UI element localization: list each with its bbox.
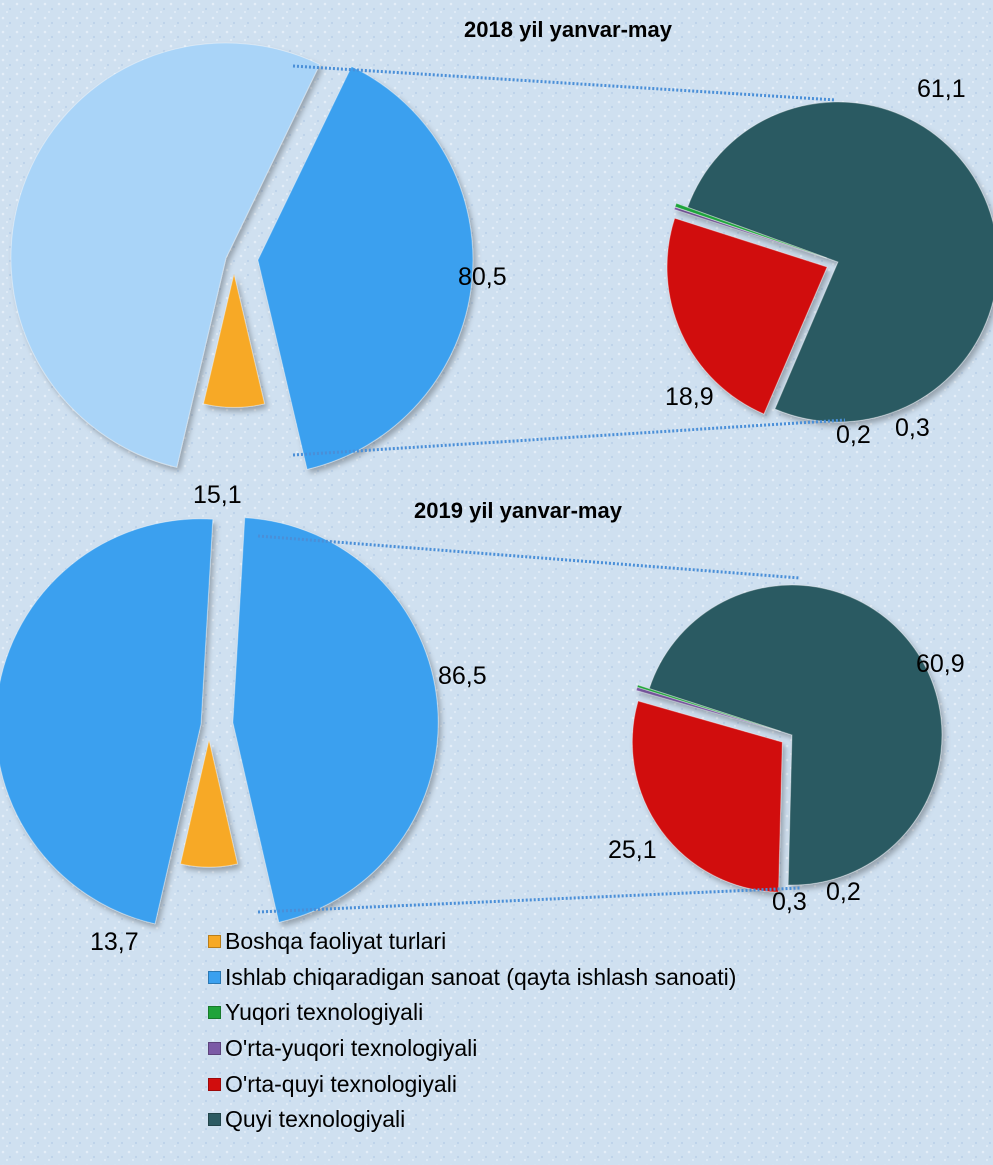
legend-label: Ishlab chiqaradigan sanoat (qayta ishlas… xyxy=(225,963,737,990)
legend-item-orta-quyi: O'rta-quyi texnologiyali xyxy=(208,1066,736,1102)
data-label-2019-ishlab: 86,5 xyxy=(438,662,487,690)
pie-slice-2018-ishlab xyxy=(257,65,474,470)
pie-slice-2018-orta-quyi xyxy=(666,217,828,415)
connector-line-2018-bottom xyxy=(292,418,846,457)
pie-slice-2018-boshqa xyxy=(202,273,266,408)
pie-slice-2018-quyi xyxy=(686,101,993,423)
legend-label: Quyi texnologiyali xyxy=(225,1106,406,1133)
legend-swatch xyxy=(208,1042,221,1056)
connector-line-2019-top xyxy=(257,534,801,580)
legend-label: Yuqori texnologiyali xyxy=(225,999,424,1026)
connector-line-2019-bottom xyxy=(257,886,801,914)
legend-swatch xyxy=(208,1113,221,1127)
legend-item-boshqa: Boshqa faoliyat turlari xyxy=(208,924,736,960)
data-label-2018-yuqori: 0,3 xyxy=(895,414,930,442)
legend-swatch xyxy=(208,1077,221,1091)
legend-label: O'rta-yuqori texnologiyali xyxy=(225,1035,478,1062)
pie-slice-2019-orta-quyi xyxy=(631,700,783,893)
data-label-2019-orta-yuqori: 0,3 xyxy=(772,888,807,916)
legend-item-quyi: Quyi texnologiyali xyxy=(208,1102,736,1138)
data-label-2019-orta-quyi: 25,1 xyxy=(608,836,657,864)
pie-slice-2018-yuqori xyxy=(674,202,827,259)
pie-slice-2019-rest xyxy=(0,518,214,925)
pie-slice-2019-quyi xyxy=(648,584,943,886)
connector-line-2018-top xyxy=(292,64,836,102)
data-label-2018-boshqa: 15,1 xyxy=(193,481,242,509)
data-label-2019-yuqori: 0,2 xyxy=(826,878,861,906)
data-label-2018-orta-quyi: 18,9 xyxy=(665,383,714,411)
legend-item-ishlab: Ishlab chiqaradigan sanoat (qayta ishlas… xyxy=(208,960,736,996)
data-label-2018-orta-yuqori: 0,2 xyxy=(836,421,871,449)
data-label-2018-quyi: 61,1 xyxy=(917,75,966,103)
legend-swatch xyxy=(208,935,221,949)
legend-label: Boshqa faoliyat turlari xyxy=(225,928,447,955)
pie-slice-2018-rest xyxy=(10,42,321,468)
chart-title-2018: 2018 yil yanvar-may xyxy=(464,17,673,42)
data-label-2018-ishlab: 80,5 xyxy=(458,263,507,291)
pie-slice-2019-yuqori xyxy=(636,684,781,732)
legend-swatch xyxy=(208,970,221,984)
pie-slice-2019-ishlab xyxy=(232,517,439,923)
legend-label: O'rta-quyi texnologiyali xyxy=(225,1070,457,1097)
legend: Boshqa faoliyat turlari Ishlab chiqaradi… xyxy=(208,924,736,1138)
legend-swatch xyxy=(208,1006,221,1020)
data-label-2019-boshqa: 13,7 xyxy=(90,928,139,956)
pie-slice-2019-boshqa xyxy=(179,739,239,868)
chart-title-2019: 2019 yil yanvar-may xyxy=(414,498,623,523)
legend-item-orta-yuqori: O'rta-yuqori texnologiyali xyxy=(208,1031,736,1067)
data-label-2019-quyi: 60,9 xyxy=(916,650,965,678)
legend-item-yuqori: Yuqori texnologiyali xyxy=(208,995,736,1031)
